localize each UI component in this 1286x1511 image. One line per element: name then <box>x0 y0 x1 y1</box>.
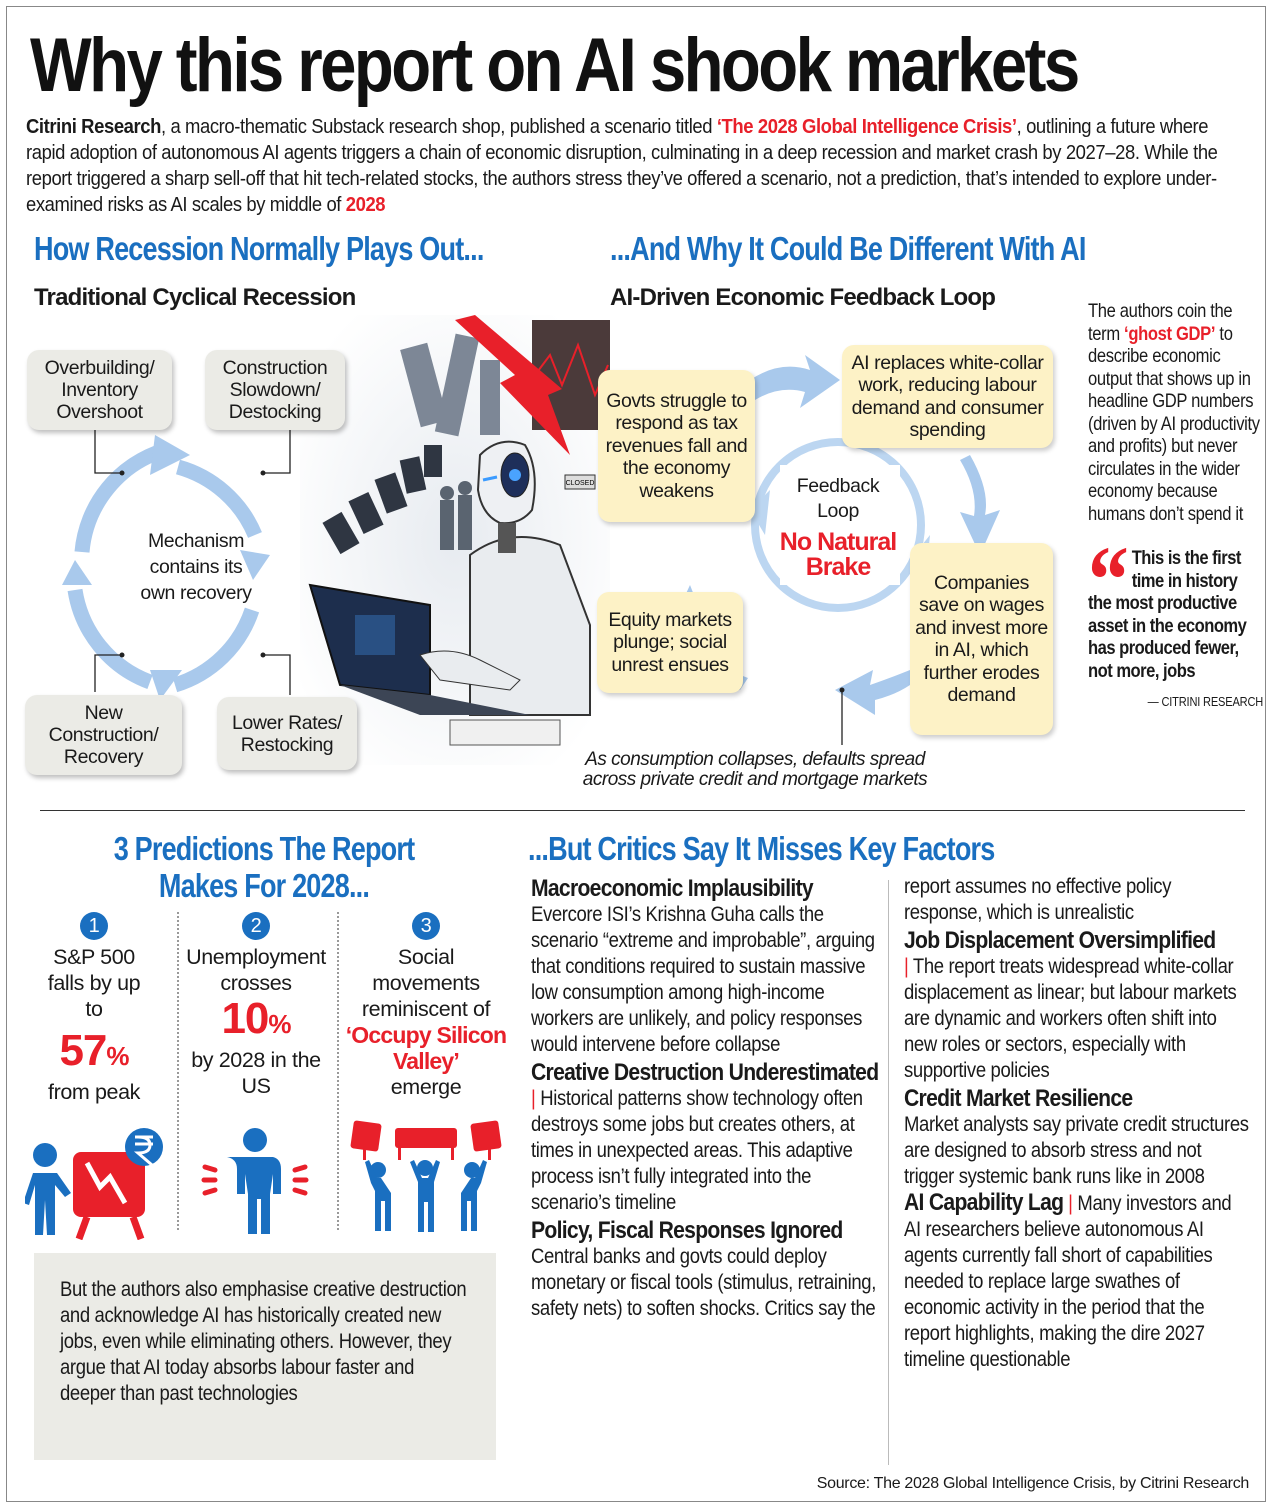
right-subheading: AI-Driven Economic Feedback Loop <box>610 284 996 311</box>
column-separator <box>337 912 339 1230</box>
critic-point-title: Credit Market Resilience <box>904 1085 1133 1112</box>
prediction-2: 2 Unemployment crosses 10% by 2028 in th… <box>180 912 332 1099</box>
critic-point-title: Policy, Fiscal Responses Ignored <box>531 1217 843 1244</box>
note-text: to describe economic output that shows u… <box>1088 322 1260 525</box>
critic-point-title: Job Displacement Oversimplified <box>904 927 1216 954</box>
loop-box-govts-struggle: Govts struggle to respond as tax revenue… <box>598 370 755 522</box>
prediction-1: 1 S&P 500 falls by up to 57% from peak <box>40 912 148 1105</box>
prediction-unit: % <box>106 1041 129 1071</box>
loop-arrow <box>750 355 840 408</box>
left-section-heading: How Recession Normally Plays Out... <box>34 230 484 267</box>
ghost-gdp-term: ‘ghost GDP’ <box>1124 322 1216 345</box>
left-subheading: Traditional Cyclical Recession <box>34 284 356 311</box>
cycle-box-overbuilding: Overbuilding/ Inventory Overshoot <box>27 350 172 430</box>
intro-text: , outlining a future where rapid adoptio… <box>26 115 1218 216</box>
number-badge: 1 <box>80 912 108 940</box>
prediction-unit: % <box>268 1009 291 1039</box>
critic-point-text: report assumes no effective policy respo… <box>904 875 1172 924</box>
critic-point-text: Central banks and govts could deploy mon… <box>531 1245 876 1320</box>
number-badge: 3 <box>412 912 440 940</box>
feedback-loop-label: Feedback Loop <box>796 475 880 522</box>
note-text: The authors coin the term <box>1088 300 1233 345</box>
people <box>440 481 472 550</box>
intro-text: , a macro-thematic Substack research sho… <box>161 115 717 138</box>
authors-note-text: But the authors also emphasise creative … <box>60 1278 467 1405</box>
predictions-heading: 3 Predictions The Report Makes For 2028.… <box>113 830 415 904</box>
quote-text: This is the first time in history the mo… <box>1088 547 1247 682</box>
authors-note-box: But the authors also emphasise creative … <box>34 1253 496 1460</box>
quote-mark-icon: “ <box>1088 526 1129 633</box>
page-frame <box>6 6 1266 1502</box>
critic-point-text: Evercore ISI’s Krishna Guha calls the sc… <box>531 903 875 1056</box>
inner-loop-ring <box>751 438 925 612</box>
chart-falling-rupee-icon <box>25 1128 163 1240</box>
page-title: Why this report on AI shook markets <box>30 23 1080 108</box>
right-section-heading: ...And Why It Could Be Different With AI <box>610 230 1086 267</box>
intro-paragraph: Citrini Research, a macro-thematic Subst… <box>26 114 1251 218</box>
source-line: Source: The 2028 Global Intelligence Cri… <box>816 1475 1250 1492</box>
prediction-text: S&P 500 falls by up to <box>47 945 141 1021</box>
critic-point-text: Market analysts say private credit struc… <box>904 1113 1249 1188</box>
column-separator <box>177 912 179 1230</box>
prediction-value: 57 <box>59 1026 107 1075</box>
closed-sign: CLOSED <box>566 480 595 487</box>
pull-quote: “This is the first time in history the m… <box>1088 526 1263 682</box>
prediction-text: by 2028 in the US <box>191 1048 321 1098</box>
loop-caption: As consumption collapses, defaults sprea… <box>582 749 928 790</box>
critics-column-2: report assumes no effective policy respo… <box>904 874 1249 1373</box>
critic-point-text: Many investors and AI researchers believ… <box>904 1192 1232 1371</box>
critic-point-title: Creative Destruction Underestimated <box>531 1059 879 1086</box>
cycle-box-slowdown: Construction Slowdown/ Destocking <box>205 350 345 430</box>
ghost-gdp-note: The authors coin the term ‘ghost GDP’ to… <box>1088 300 1263 525</box>
critic-point-text: The report treats widespread white-colla… <box>904 955 1237 1082</box>
rupee-icon <box>133 1135 153 1167</box>
loop-box-companies-save: Companies save on wages and invest more … <box>910 543 1053 735</box>
pipe-separator: | <box>1068 1192 1078 1215</box>
robot-hand <box>419 650 521 691</box>
papers <box>449 719 561 746</box>
critic-point-title: AI Capability Lag <box>904 1189 1064 1216</box>
recession-cycle-diagram <box>62 430 291 700</box>
quote-attribution: — CITRINI RESEARCH <box>1147 694 1264 709</box>
cycle-arrow <box>74 442 168 553</box>
prediction-value: 10 <box>221 994 269 1043</box>
critics-column-1: Macroeconomic Implausibility Evercore IS… <box>531 874 879 1322</box>
arrow-head <box>150 435 190 475</box>
cycle-box-new-construction: New Construction/ Recovery <box>25 695 182 775</box>
prediction-3: 3 Social movements reminiscent of ‘Occup… <box>345 912 507 1100</box>
prediction-text: from peak <box>48 1080 140 1104</box>
number-badge: 2 <box>242 912 270 940</box>
prediction-text: emerge <box>390 1075 462 1099</box>
protest-icon <box>350 1120 502 1232</box>
report-title: ‘The 2028 Global Intelligence Crisis’ <box>716 115 1017 138</box>
critic-point-title: Macroeconomic Implausibility <box>531 875 814 902</box>
pipe-separator: | <box>531 1087 541 1110</box>
section-divider <box>40 810 1245 811</box>
falling-arrow-icon <box>455 315 570 455</box>
loop-box-ai-replaces: AI replaces white-collar work, reducing … <box>842 345 1053 448</box>
prediction-text: Unemployment crosses <box>186 945 326 995</box>
robot-illustration: CLOSED <box>300 315 610 765</box>
unemployed-person-icon <box>201 1128 309 1234</box>
sidebar-column: The authors coin the term ‘ghost GDP’ to… <box>1088 300 1263 709</box>
prediction-text: Social movements reminiscent of <box>361 945 491 1021</box>
loop-box-equity-plunge: Equity markets plunge; social unrest ens… <box>597 592 743 693</box>
no-natural-brake-label: No Natural Brake <box>779 528 897 581</box>
intro-year: 2028 <box>345 193 386 216</box>
dominoes <box>322 445 442 555</box>
pipe-separator: | <box>904 955 913 978</box>
column-separator <box>888 880 889 1465</box>
collapsing-buildings <box>400 333 500 437</box>
critics-heading: ...But Critics Say It Misses Key Factors <box>528 830 995 867</box>
critic-point-text: Historical patterns show technology ofte… <box>531 1087 863 1214</box>
intro-source: Citrini Research <box>26 115 162 138</box>
cycle-box-lower-rates: Lower Rates/ Restocking <box>217 697 357 770</box>
laptop <box>308 583 530 715</box>
cycle-center-text: Mechanism contains its own recovery <box>140 530 252 604</box>
prediction-highlight: ‘Occupy Silicon Valley’ <box>345 1022 507 1074</box>
